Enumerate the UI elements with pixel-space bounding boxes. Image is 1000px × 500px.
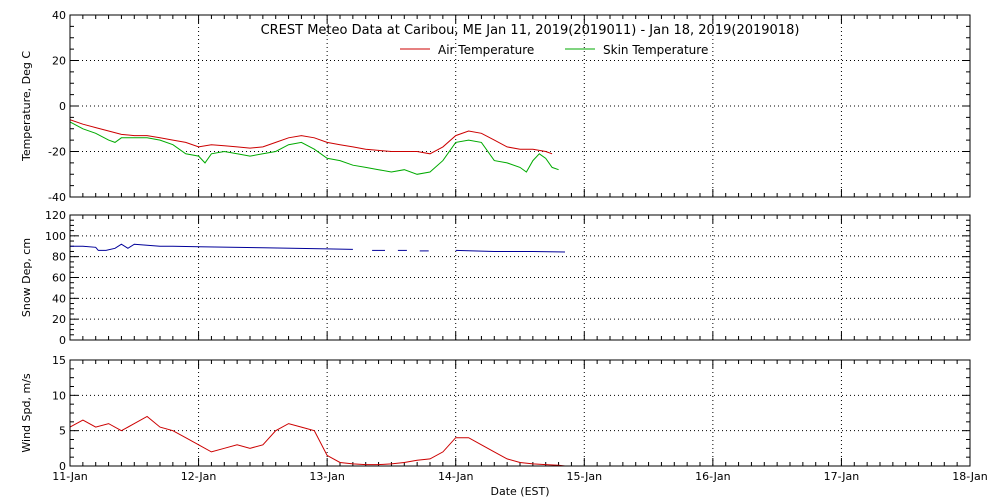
panel-wind-speed: 0 5 10 15 Wind Spd, m/s bbox=[20, 354, 971, 473]
y-tick-label: -20 bbox=[48, 146, 66, 159]
y-tick-label: 40 bbox=[52, 9, 66, 22]
chart-panels: -40 -20 0 20 40 Temperature, Deg C Air Tempera… bbox=[20, 9, 988, 483]
y-tick-label: 100 bbox=[45, 230, 66, 243]
x-tick-label: 18-Jan bbox=[952, 470, 988, 483]
x-axis-title: Date (EST) bbox=[490, 485, 549, 498]
y-axis-title: Snow Dep, cm bbox=[20, 238, 33, 317]
y-tick-label: 0 bbox=[59, 100, 66, 113]
series-line-wind-speed-0 bbox=[70, 415, 566, 466]
y-tick-label: 0 bbox=[59, 460, 66, 473]
y-tick-label: 20 bbox=[52, 313, 66, 326]
panel-frame bbox=[69, 14, 971, 198]
y-axis-title: Temperature, Deg C bbox=[20, 51, 33, 162]
y-tick-label: -40 bbox=[48, 191, 66, 204]
panel-snow-depth: 0 20 40 60 80 100 120 Snow Dep, cm bbox=[20, 209, 971, 347]
series-line-snow-depth-0 bbox=[455, 249, 566, 253]
x-tick-label: 15-Jan bbox=[567, 470, 603, 483]
y-tick-label: 20 bbox=[52, 55, 66, 68]
x-tick-label: 13-Jan bbox=[309, 470, 345, 483]
panel-frame bbox=[69, 359, 971, 467]
y-tick-label: 80 bbox=[52, 251, 66, 264]
y-tick-label: 120 bbox=[45, 209, 66, 222]
y-tick-label: 0 bbox=[59, 334, 66, 347]
y-tick-label: 60 bbox=[52, 272, 66, 285]
series-line-temperature-1 bbox=[70, 121, 559, 175]
y-tick-label: 10 bbox=[52, 389, 66, 402]
x-tick-label: 17-Jan bbox=[824, 470, 860, 483]
series-line-temperature-0 bbox=[70, 119, 553, 155]
x-tick-label: 11-Jan bbox=[52, 470, 88, 483]
panel-temperature: -40 -20 0 20 40 Temperature, Deg C Air Tempera… bbox=[20, 9, 971, 204]
x-tick-label: 14-Jan bbox=[438, 470, 474, 483]
y-tick-label: 5 bbox=[59, 425, 66, 438]
legend-entry: Skin Temperature bbox=[603, 43, 708, 57]
series-line-snow-depth-0 bbox=[70, 243, 353, 251]
x-tick-label: 12-Jan bbox=[181, 470, 217, 483]
panel-frame bbox=[69, 214, 971, 341]
y-tick-label: 40 bbox=[52, 292, 66, 305]
legend-entry: Air Temperature bbox=[438, 43, 534, 57]
y-tick-label: 15 bbox=[52, 354, 66, 367]
y-axis-title: Wind Spd, m/s bbox=[20, 373, 33, 453]
x-tick-label: 16-Jan bbox=[695, 470, 731, 483]
chart-title: CREST Meteo Data at Caribou, ME Jan 11, … bbox=[261, 23, 800, 38]
